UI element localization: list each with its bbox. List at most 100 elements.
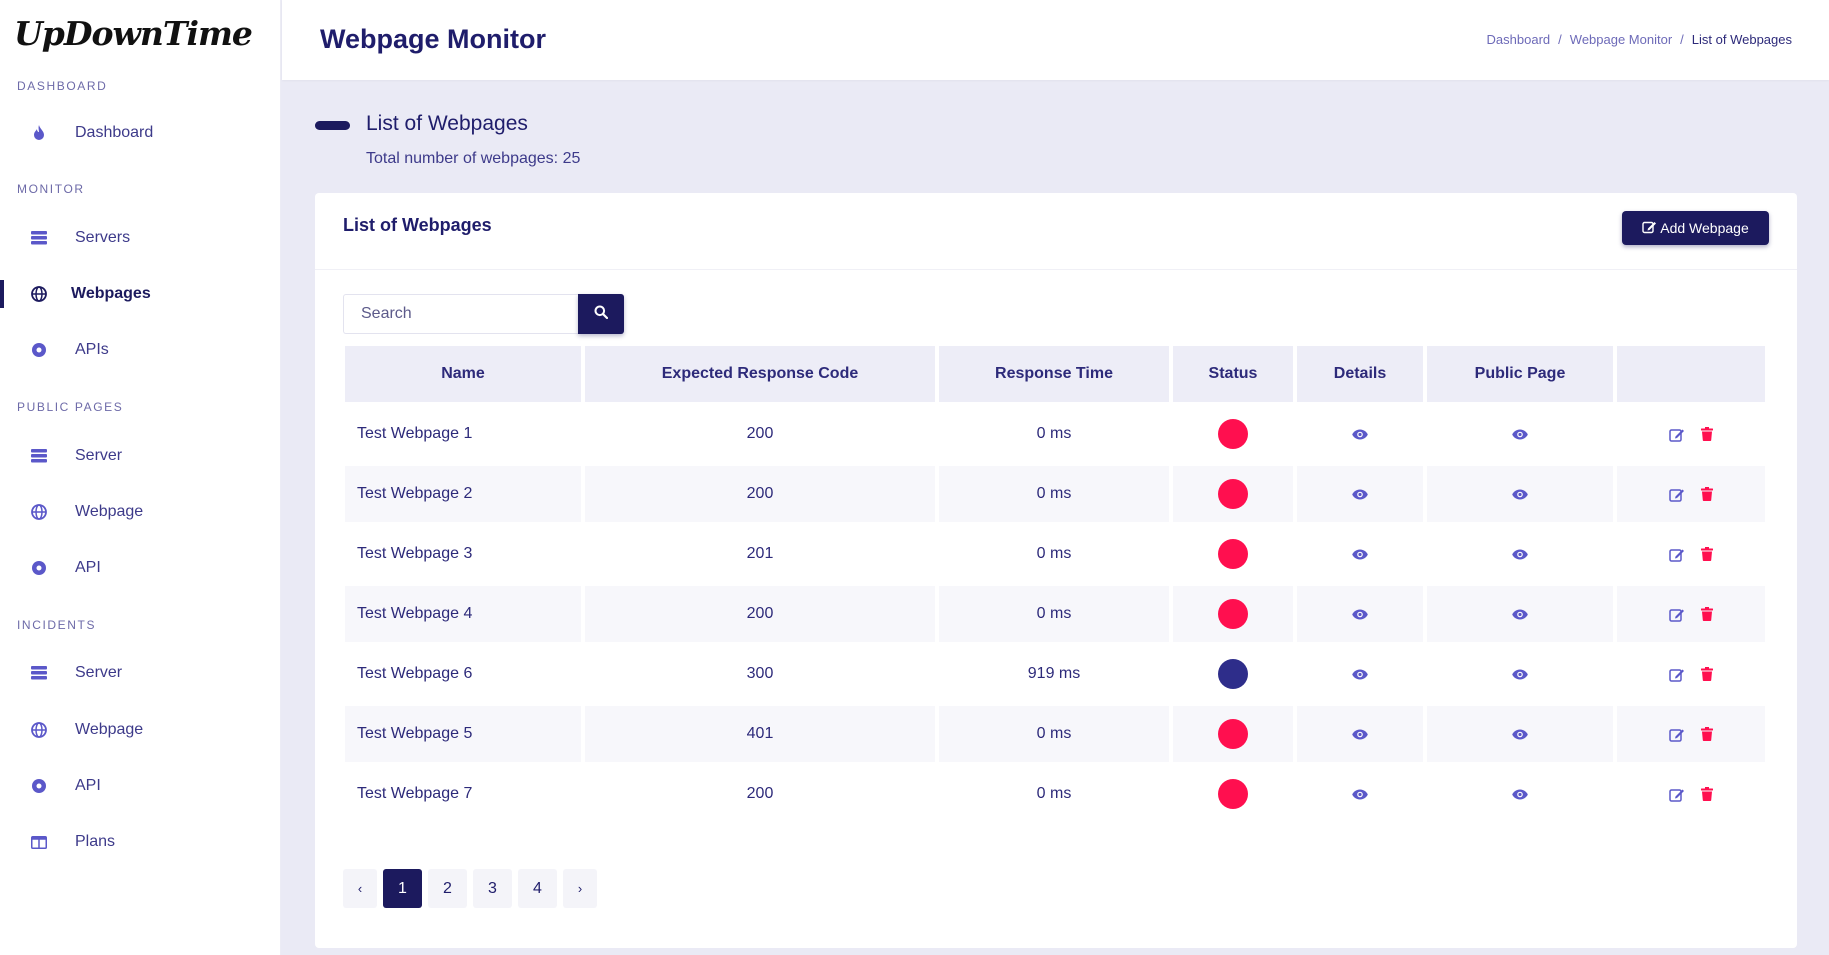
details-cell [1297,766,1423,822]
edit-icon[interactable] [1669,727,1685,742]
globe-icon [30,503,48,521]
sidebar-item-public-webpage[interactable]: Webpage [0,490,281,534]
card-title: List of Webpages [343,215,492,235]
sidebar-item-label: Server [75,447,123,464]
column-header-expected-code[interactable]: Expected Response Code [585,346,935,402]
fire-icon [30,124,48,142]
actions-cell [1617,646,1765,702]
eye-icon[interactable] [1512,549,1528,560]
sidebar-item-webpages[interactable]: Webpages [0,272,281,316]
column-header-response-time[interactable]: Response Time [939,346,1169,402]
webpage-name[interactable]: Test Webpage 5 [345,706,581,762]
dot-circle-icon [30,777,48,795]
pagination-next[interactable]: › [563,869,597,908]
sidebar-item-public-api[interactable]: API [0,546,281,590]
sidebar-item-dashboard[interactable]: Dashboard [0,111,281,155]
edit-icon[interactable] [1669,547,1685,562]
edit-icon[interactable] [1669,787,1685,802]
column-header-name[interactable]: Name [345,346,581,402]
app-logo[interactable]: UpDownTime [14,14,253,53]
trash-icon[interactable] [1701,607,1713,621]
breadcrumb-separator: / [1680,32,1684,47]
column-header-public-page[interactable]: Public Page [1427,346,1613,402]
pagination-page[interactable]: 2 [428,869,467,908]
breadcrumb-dashboard[interactable]: Dashboard [1486,32,1551,47]
expected-response-code: 200 [585,766,935,822]
edit-icon[interactable] [1669,427,1685,442]
card-divider [315,269,1797,270]
pagination-page[interactable]: 4 [518,869,557,908]
status-indicator [1218,779,1248,809]
table-row: Test Webpage 5 401 0 ms [345,706,1765,762]
section-title: List of Webpages [366,112,528,135]
eye-icon[interactable] [1352,789,1368,800]
eye-icon[interactable] [1352,729,1368,740]
pagination-page[interactable]: 3 [473,869,512,908]
pagination-page[interactable]: 1 [383,869,422,908]
sidebar-item-servers[interactable]: Servers [0,216,281,260]
eye-icon[interactable] [1512,429,1528,440]
trash-icon[interactable] [1701,487,1713,501]
sidebar-item-public-server[interactable]: Server [0,434,281,478]
webpage-name[interactable]: Test Webpage 4 [345,586,581,642]
pagination-prev[interactable]: ‹ [343,869,377,908]
eye-icon[interactable] [1352,669,1368,680]
add-webpage-label: Add Webpage [1660,220,1749,236]
column-header-status[interactable]: Status [1173,346,1293,402]
status-indicator [1218,659,1248,689]
eye-icon[interactable] [1512,729,1528,740]
trash-icon[interactable] [1701,727,1713,741]
eye-icon[interactable] [1352,609,1368,620]
eye-icon[interactable] [1352,549,1368,560]
search-icon [594,305,609,324]
status-cell [1173,526,1293,582]
column-header-details[interactable]: Details [1297,346,1423,402]
eye-icon[interactable] [1512,489,1528,500]
status-indicator [1218,599,1248,629]
expected-response-code: 200 [585,586,935,642]
webpage-name[interactable]: Test Webpage 6 [345,646,581,702]
sidebar-item-incident-webpage[interactable]: Webpage [0,708,281,752]
sidebar-item-incident-server[interactable]: Server [0,651,281,695]
search-button[interactable] [578,294,624,334]
eye-icon[interactable] [1512,609,1528,620]
edit-icon[interactable] [1669,607,1685,622]
eye-icon[interactable] [1352,429,1368,440]
edit-icon[interactable] [1669,667,1685,682]
columns-icon [30,833,48,851]
eye-icon[interactable] [1512,789,1528,800]
status-cell [1173,406,1293,462]
edit-icon[interactable] [1669,487,1685,502]
breadcrumb-current: List of Webpages [1691,32,1792,47]
sidebar-item-plans[interactable]: Plans [0,820,281,864]
sidebar-item-incident-api[interactable]: API [0,764,281,808]
eye-icon[interactable] [1512,669,1528,680]
webpage-name[interactable]: Test Webpage 2 [345,466,581,522]
nav-section-monitor: MONITOR [17,182,85,196]
webpages-table: Name Expected Response Code Response Tim… [345,346,1765,826]
webpage-name[interactable]: Test Webpage 1 [345,406,581,462]
trash-icon[interactable] [1701,787,1713,801]
breadcrumb-webpage-monitor[interactable]: Webpage Monitor [1569,32,1673,47]
trash-icon[interactable] [1701,427,1713,441]
trash-icon[interactable] [1701,667,1713,681]
pagination: ‹ 1 2 3 4 › [343,869,597,908]
nav-section-public-pages: PUBLIC PAGES [17,400,124,414]
webpage-name[interactable]: Test Webpage 7 [345,766,581,822]
add-webpage-button[interactable]: Add Webpage [1622,211,1769,245]
sidebar-item-label: API [75,559,101,576]
webpage-name[interactable]: Test Webpage 3 [345,526,581,582]
sidebar: UpDownTime DASHBOARD Dashboard MONITOR S… [0,0,281,955]
table-row: Test Webpage 6 300 919 ms [345,646,1765,702]
page-title: Webpage Monitor [320,24,546,54]
sidebar-item-apis[interactable]: APIs [0,328,281,372]
sidebar-item-label: API [75,777,101,794]
status-indicator [1218,719,1248,749]
eye-icon[interactable] [1352,489,1368,500]
status-cell [1173,586,1293,642]
details-cell [1297,706,1423,762]
globe-icon [30,721,48,739]
trash-icon[interactable] [1701,547,1713,561]
status-indicator [1218,539,1248,569]
search-input[interactable] [343,294,578,334]
